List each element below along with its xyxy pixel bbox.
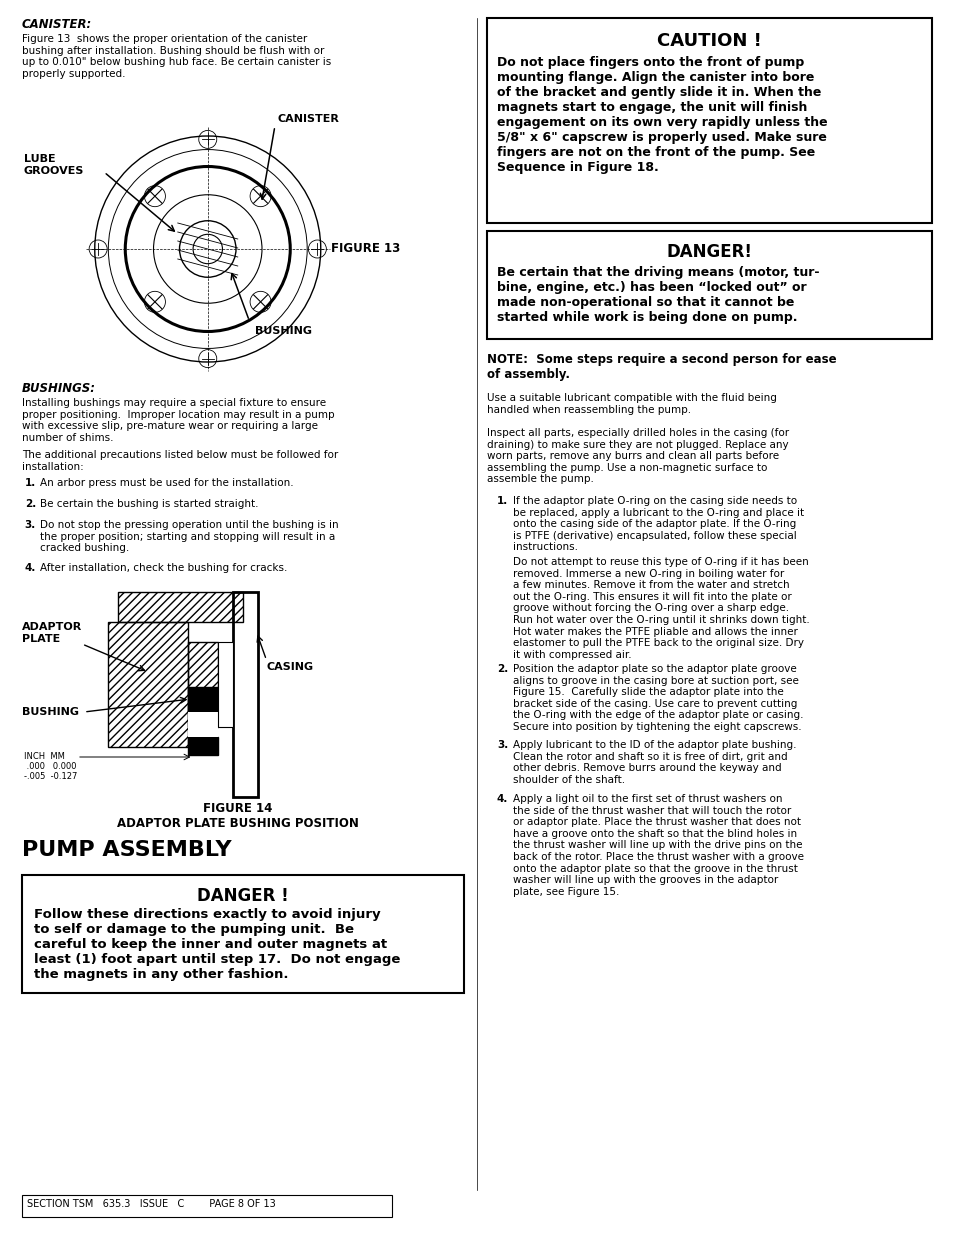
Bar — [118, 592, 243, 622]
Bar — [189, 687, 218, 713]
Text: .000   0.000: .000 0.000 — [24, 762, 76, 771]
Text: CAUTION !: CAUTION ! — [657, 32, 761, 49]
Text: FIGURE 13: FIGURE 13 — [331, 242, 399, 256]
Text: 4.: 4. — [497, 794, 508, 804]
Bar — [189, 642, 218, 727]
Text: 2.: 2. — [25, 499, 36, 509]
Text: Be certain that the driving means (motor, tur-
bine, engine, etc.) has been “loc: Be certain that the driving means (motor… — [497, 266, 819, 324]
Text: FIGURE 14
ADAPTOR PLATE BUSHING POSITION: FIGURE 14 ADAPTOR PLATE BUSHING POSITION — [117, 802, 358, 830]
Text: 1.: 1. — [25, 478, 36, 488]
Text: ADAPTOR
PLATE: ADAPTOR PLATE — [22, 622, 82, 643]
Text: Apply a light oil to the first set of thrust washers on
the side of the thrust w: Apply a light oil to the first set of th… — [513, 794, 803, 897]
Text: BUSHING: BUSHING — [255, 326, 312, 336]
Text: Do not stop the pressing operation until the bushing is in
the proper position; : Do not stop the pressing operation until… — [40, 520, 338, 553]
Bar — [486, 19, 931, 224]
Text: 2.: 2. — [497, 664, 508, 674]
Text: The additional precautions listed below must be followed for
installation:: The additional precautions listed below … — [22, 450, 338, 472]
Bar — [233, 592, 258, 797]
Text: Use a suitable lubricant compatible with the fluid being
handled when reassembli: Use a suitable lubricant compatible with… — [486, 393, 776, 415]
Bar — [189, 737, 218, 755]
Text: 1.: 1. — [497, 496, 508, 506]
Text: BUSHINGS:: BUSHINGS: — [22, 382, 96, 395]
Text: Position the adaptor plate so the adaptor plate groove
aligns to groove in the c: Position the adaptor plate so the adapto… — [513, 664, 802, 732]
Text: Figure 13  shows the proper orientation of the canister
bushing after installati: Figure 13 shows the proper orientation o… — [22, 35, 331, 79]
Text: DANGER!: DANGER! — [666, 243, 752, 261]
Text: INCH  MM: INCH MM — [24, 752, 65, 761]
Text: Apply lubricant to the ID of the adaptor plate bushing.
Clean the rotor and shaf: Apply lubricant to the ID of the adaptor… — [513, 740, 796, 784]
Text: 4.: 4. — [25, 563, 36, 573]
Text: 3.: 3. — [497, 740, 508, 750]
Text: Be certain the bushing is started straight.: Be certain the bushing is started straig… — [40, 499, 258, 509]
Bar — [22, 876, 463, 993]
Text: CANISTER: CANISTER — [277, 114, 339, 124]
Text: DANGER !: DANGER ! — [197, 887, 289, 905]
Text: After installation, check the bushing for cracks.: After installation, check the bushing fo… — [40, 563, 287, 573]
Text: NOTE:  Some steps require a second person for ease
of assembly.: NOTE: Some steps require a second person… — [486, 353, 836, 382]
Text: PUMP ASSEMBLY: PUMP ASSEMBLY — [22, 840, 232, 860]
Text: Do not place fingers onto the front of pump
mounting flange. Align the canister : Do not place fingers onto the front of p… — [497, 56, 827, 174]
Text: 3.: 3. — [25, 520, 36, 530]
Bar — [218, 642, 233, 727]
Bar — [486, 231, 931, 338]
Text: LUBE
GROOVES: LUBE GROOVES — [24, 154, 84, 175]
Bar — [189, 713, 218, 737]
Text: SECTION TSM   635.3   ISSUE   C        PAGE 8 OF 13: SECTION TSM 635.3 ISSUE C PAGE 8 OF 13 — [27, 1199, 275, 1209]
Bar — [109, 622, 189, 747]
Text: Installing bushings may require a special fixture to ensure
proper positioning. : Installing bushings may require a specia… — [22, 398, 335, 443]
Text: CASING: CASING — [266, 662, 314, 672]
Bar — [22, 1195, 392, 1216]
Text: If the adaptor plate O-ring on the casing side needs to
be replaced, apply a lub: If the adaptor plate O-ring on the casin… — [513, 496, 803, 552]
Text: An arbor press must be used for the installation.: An arbor press must be used for the inst… — [40, 478, 294, 488]
Text: Follow these directions exactly to avoid injury
to self or damage to the pumping: Follow these directions exactly to avoid… — [34, 908, 400, 981]
Text: CANISTER:: CANISTER: — [22, 19, 92, 31]
Text: BUSHING: BUSHING — [22, 706, 79, 718]
Text: Do not attempt to reuse this type of O-ring if it has been
removed. Immerse a ne: Do not attempt to reuse this type of O-r… — [513, 557, 809, 659]
Text: -.005  -0.127: -.005 -0.127 — [24, 772, 77, 781]
Text: Inspect all parts, especially drilled holes in the casing (for
draining) to make: Inspect all parts, especially drilled ho… — [486, 429, 788, 484]
